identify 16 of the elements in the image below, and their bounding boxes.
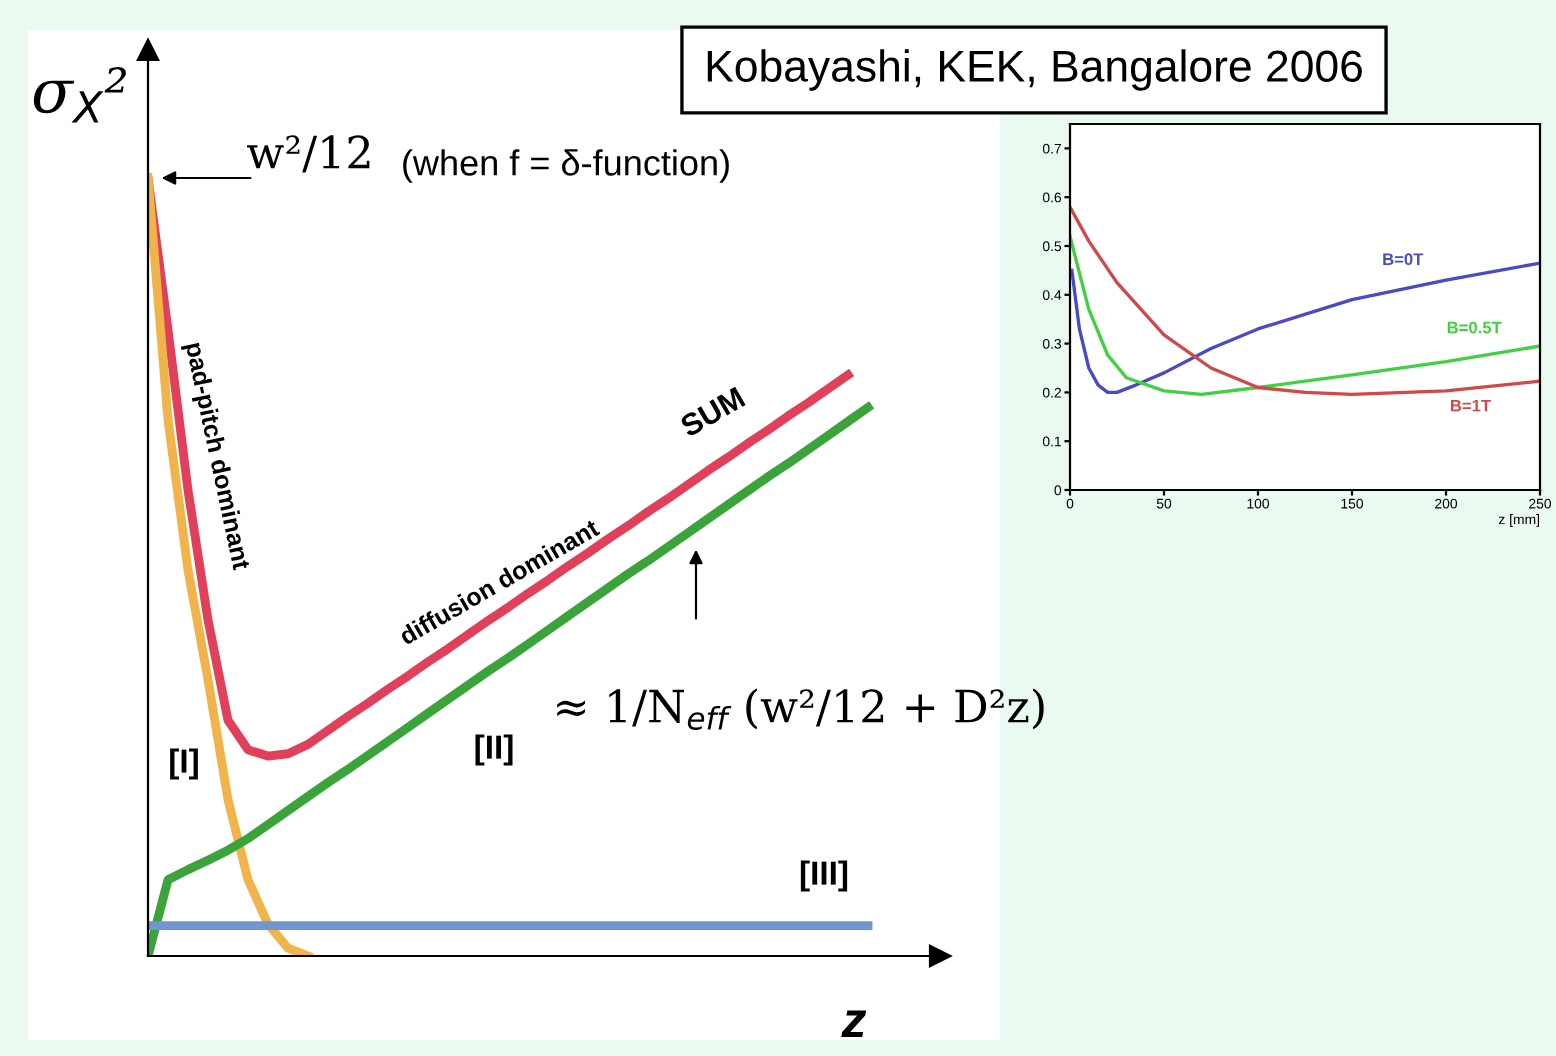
y-axis-title: σ$_{X}$² — [33, 67, 127, 123]
text: w²/12 — [247, 135, 370, 173]
series-label: B=1T — [1450, 399, 1491, 412]
x-axis-title: z — [841, 1010, 867, 1037]
series-label: B=0T — [1383, 253, 1424, 266]
line-series — [1070, 205, 1540, 397]
annotation: (when f = δ-function) — [403, 149, 729, 183]
series-label: [II] — [475, 734, 513, 766]
text: Kobayashi, KEK, Bangalore 2006 — [707, 49, 1362, 91]
line-series — [1070, 261, 1540, 395]
series-label: [I] — [170, 748, 198, 780]
text: SUM — [678, 386, 746, 438]
annotation: ≈ 1/N$_{eff}$ (w²/12 + D²z) — [557, 688, 1044, 730]
series-label: [III] — [800, 860, 848, 892]
series-label: B=0.5T — [1447, 321, 1502, 334]
line-series — [1070, 234, 1540, 397]
